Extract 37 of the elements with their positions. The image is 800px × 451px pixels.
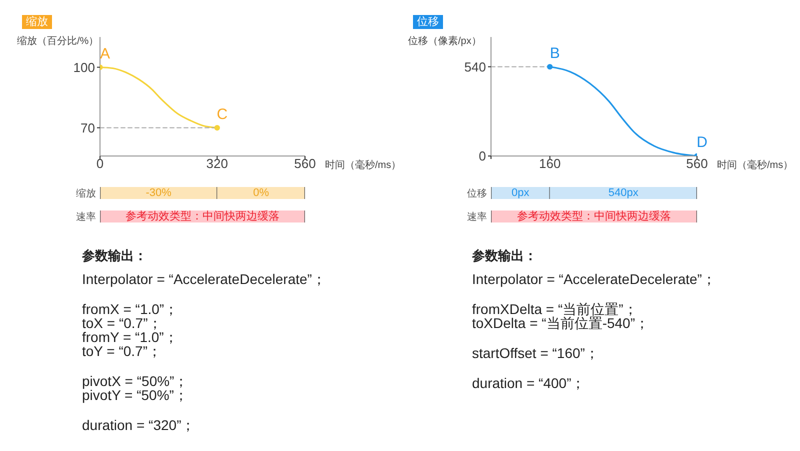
annotation: 0px (512, 186, 530, 199)
annotation: C (216, 106, 228, 123)
text: fromXDelta = “当前位置”； toXDelta = “当前位置-540”； (472, 301, 649, 331)
y-axis-title: 缩放（百分比/%） (17, 36, 99, 48)
annotation: -30% (146, 186, 172, 199)
text: duration = “320”； (82, 417, 196, 433)
x-tick-label: 560 (294, 156, 316, 172)
x-tick-label: 560 (686, 156, 708, 172)
x-axis-title: 时间（毫秒/ms） (717, 160, 794, 172)
text: 参数输出： (82, 248, 147, 264)
x-tick-label: 160 (539, 156, 561, 172)
text: fromX = “1.0”； toX = “0.7”； fromY = “1.0”； toY = “0.7”； (82, 301, 178, 359)
text: duration = “400”； (472, 375, 586, 391)
text: pivotX = “50%”； pivotY = “50%”； (82, 373, 188, 403)
annotation: D (696, 134, 708, 151)
y-tick-label: 100 (73, 60, 95, 75)
chart-title: 缩放 (22, 15, 52, 29)
annotation: 参考动效类型：中间快两边缓落 (517, 209, 671, 222)
x-tick-label: 320 (206, 156, 228, 172)
x-axis-title: 时间（毫秒/ms） (325, 160, 402, 172)
text: startOffset = “160”； (472, 345, 599, 361)
y-tick-label: 速率 (76, 210, 96, 223)
text: Interpolator = “AccelerateDecelerate”； (472, 271, 716, 287)
y-tick-label: 速率 (467, 210, 487, 223)
chart-title: 位移 (413, 15, 443, 29)
y-tick-label: 缩放 (76, 187, 96, 200)
y-tick-label: 540 (464, 59, 486, 74)
annotation: 540px (608, 186, 639, 199)
annotation: 0% (253, 186, 270, 199)
text: 参数输出： (472, 248, 537, 264)
y-tick-label: 位移 (467, 187, 487, 200)
y-tick-label: 70 (80, 120, 95, 136)
annotation: A (100, 45, 110, 62)
text: Interpolator = “AccelerateDecelerate”； (82, 271, 326, 287)
annotation: 参考动效类型：中间快两边缓落 (126, 209, 280, 222)
y-axis-title: 位移（像素/px） (408, 36, 482, 48)
annotation: B (550, 44, 560, 62)
